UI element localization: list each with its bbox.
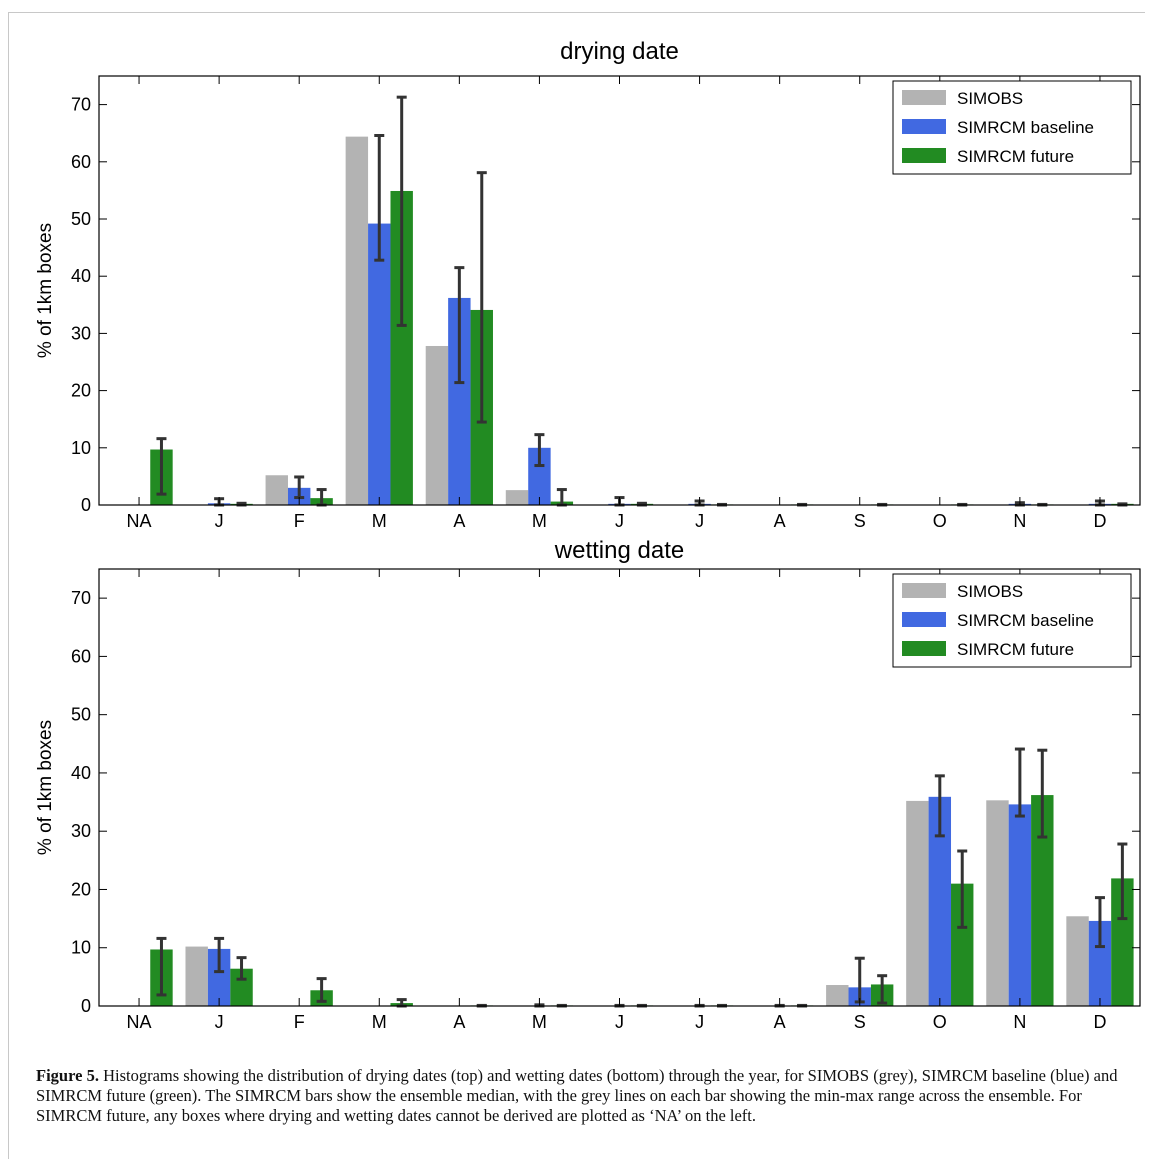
x-tick-label: J — [615, 1012, 624, 1032]
y-tick-label: 30 — [71, 821, 91, 841]
x-tick-label: S — [854, 511, 866, 531]
y-tick-label: 60 — [71, 646, 91, 666]
legend-swatch-baseline — [902, 119, 946, 134]
bar-simobs — [986, 800, 1009, 1006]
legend-label: SIMOBS — [957, 582, 1023, 601]
x-tick-label: J — [615, 511, 624, 531]
y-tick-label: 50 — [71, 705, 91, 725]
y-tick-label: 60 — [71, 152, 91, 172]
x-tick-label: NA — [127, 1012, 152, 1032]
bar-simobs — [185, 946, 208, 1006]
bar-simobs — [906, 800, 929, 1006]
x-tick-label: N — [1013, 1012, 1026, 1032]
x-tick-label: S — [854, 1012, 866, 1032]
caption-label: Figure 5. — [36, 1066, 99, 1085]
y-tick-label: 0 — [81, 996, 91, 1016]
legend-label: SIMRCM future — [957, 147, 1074, 166]
x-tick-label: F — [294, 1012, 305, 1032]
bar-future — [1111, 878, 1134, 1006]
bar-simobs — [1066, 916, 1089, 1006]
x-tick-label: M — [372, 511, 387, 531]
x-tick-label: N — [1013, 511, 1026, 531]
y-tick-label: 70 — [71, 95, 91, 115]
y-tick-label: 10 — [71, 938, 91, 958]
figure-frame — [8, 12, 1145, 1159]
legend-swatch-future — [902, 148, 946, 163]
x-tick-label: A — [774, 1012, 786, 1032]
bar-simobs — [505, 490, 529, 505]
bar-future — [390, 190, 413, 506]
bar-baseline — [1088, 920, 1112, 1006]
x-tick-label: M — [372, 1012, 387, 1032]
x-tick-label: O — [933, 511, 947, 531]
legend-label: SIMRCM baseline — [957, 611, 1094, 630]
y-tick-label: 30 — [71, 323, 91, 343]
x-tick-label: O — [933, 1012, 947, 1032]
x-tick-label: J — [695, 1012, 704, 1032]
y-tick-label: 40 — [71, 266, 91, 286]
x-tick-label: A — [453, 511, 465, 531]
legend-label: SIMRCM baseline — [957, 118, 1094, 137]
y-tick-label: 50 — [71, 209, 91, 229]
x-tick-label: J — [215, 511, 224, 531]
bar-future — [951, 883, 974, 1006]
y-tick-label: 0 — [81, 495, 91, 515]
legend-swatch-simobs — [902, 90, 946, 105]
legend-swatch-future — [902, 641, 946, 656]
x-tick-label: A — [453, 1012, 465, 1032]
legend-swatch-baseline — [902, 612, 946, 627]
bar-simobs — [826, 985, 849, 1006]
y-axis-label: % of 1km boxes — [35, 223, 56, 358]
y-axis-label: % of 1km boxes — [35, 720, 56, 855]
bar-baseline — [928, 796, 952, 1006]
bar-simobs — [425, 345, 449, 505]
x-tick-label: M — [532, 1012, 547, 1032]
chart-title: drying date — [560, 38, 679, 65]
bar-future — [230, 968, 253, 1006]
x-tick-label: F — [294, 511, 305, 531]
y-tick-label: 20 — [71, 879, 91, 899]
x-tick-label: D — [1093, 511, 1106, 531]
bar-baseline — [207, 948, 231, 1006]
x-tick-label: NA — [127, 511, 152, 531]
legend-label: SIMRCM future — [957, 640, 1074, 659]
legend-label: SIMOBS — [957, 89, 1023, 108]
bar-simobs — [345, 136, 369, 505]
x-tick-label: J — [215, 1012, 224, 1032]
figure-caption: Figure 5. Histograms showing the distrib… — [36, 1066, 1126, 1126]
drying-chart: drying date % of 1km boxes 0 10 20 30 40 50 60 70… — [35, 38, 1141, 531]
bar-baseline — [528, 447, 551, 505]
x-tick-label: J — [695, 511, 704, 531]
x-tick-label: A — [774, 511, 786, 531]
wetting-chart: wetting date % of 1km boxes 0 10 20 30 40 50 60 7… — [35, 537, 1141, 1032]
y-tick-label: 20 — [71, 381, 91, 401]
x-tick-label: M — [532, 511, 547, 531]
y-tick-label: 40 — [71, 763, 91, 783]
bar-baseline — [368, 223, 391, 506]
bar-baseline — [448, 297, 471, 505]
chart-title: wetting date — [554, 537, 684, 564]
y-tick-label: 10 — [71, 438, 91, 458]
y-tick-label: 70 — [71, 588, 91, 608]
bar-future — [1031, 795, 1054, 1006]
bar-simobs — [265, 475, 288, 505]
x-tick-label: D — [1093, 1012, 1106, 1032]
bar-baseline — [1008, 804, 1032, 1006]
caption-text: Histograms showing the distribution of d… — [36, 1066, 1118, 1125]
legend-swatch-simobs — [902, 583, 946, 598]
